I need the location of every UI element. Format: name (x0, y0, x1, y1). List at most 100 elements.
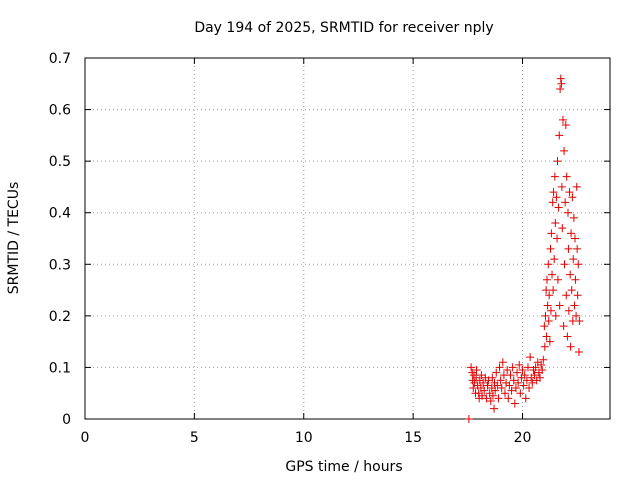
data-point (515, 360, 524, 369)
data-point (464, 415, 473, 423)
data-point (526, 353, 535, 362)
data-point (545, 291, 554, 300)
data-point (553, 157, 562, 166)
data-point (550, 172, 559, 181)
data-point (507, 386, 516, 395)
data-points (464, 74, 584, 423)
data-point (547, 229, 556, 238)
data-point (556, 74, 565, 83)
data-point (574, 347, 583, 356)
data-point (570, 301, 579, 310)
data-point (530, 371, 539, 380)
y-tick-label: 0.3 (49, 257, 71, 273)
data-point (467, 363, 476, 372)
data-point (478, 391, 487, 400)
data-point (538, 366, 547, 375)
data-point (472, 366, 481, 375)
y-tick-label: 0.6 (49, 103, 71, 119)
data-point (520, 371, 529, 380)
data-point (566, 270, 575, 279)
data-point (486, 396, 495, 405)
data-point (505, 381, 514, 390)
data-point (518, 366, 527, 375)
data-point (557, 182, 566, 191)
data-point (498, 358, 507, 367)
data-point (569, 213, 578, 222)
data-point (571, 234, 579, 243)
data-point (510, 399, 519, 408)
data-point (567, 286, 576, 295)
data-point (575, 317, 584, 326)
y-tick-label: 0.2 (49, 309, 71, 325)
data-point (549, 188, 558, 197)
data-point (491, 386, 500, 395)
data-point (554, 203, 563, 212)
data-point (494, 394, 503, 403)
data-point (495, 363, 504, 372)
data-point (558, 224, 567, 233)
data-point (561, 121, 570, 130)
data-point (550, 255, 559, 264)
data-point (566, 342, 575, 351)
plot-frame (84, 57, 611, 420)
data-point (553, 234, 562, 243)
data-point (546, 244, 555, 253)
data-point (549, 286, 558, 295)
data-point (488, 391, 497, 400)
data-point (542, 286, 551, 295)
data-point (561, 198, 570, 207)
data-point (479, 378, 488, 387)
data-point (563, 332, 572, 341)
data-point (558, 115, 567, 124)
x-tick-label: 5 (190, 430, 199, 446)
data-point (544, 317, 553, 326)
data-point (543, 275, 551, 284)
data-point (564, 244, 573, 253)
data-point (528, 378, 537, 387)
data-point (509, 376, 518, 385)
data-point (544, 260, 553, 269)
x-axis-label: GPS time / hours (285, 459, 402, 475)
data-point (540, 322, 549, 331)
x-tick-label: 20 (514, 430, 532, 446)
data-point (501, 389, 509, 398)
data-point (556, 84, 565, 93)
data-point (545, 337, 554, 346)
data-point (543, 301, 552, 310)
data-point (497, 384, 506, 393)
data-point (572, 182, 581, 191)
y-tick-label: 0.1 (49, 360, 71, 376)
data-point (555, 301, 564, 310)
data-point (523, 363, 532, 372)
data-point (536, 373, 544, 382)
data-point (537, 360, 546, 369)
data-point (571, 275, 580, 284)
data-point (564, 208, 572, 217)
data-point (551, 219, 560, 228)
chart-title: Day 194 of 2025, SRMTID for receiver npl… (194, 20, 493, 36)
data-point (552, 193, 561, 202)
data-point (496, 376, 505, 385)
data-point (525, 384, 534, 393)
y-tick-label: 0.4 (49, 206, 71, 222)
data-point (573, 291, 582, 300)
y-axis-label: SRMTID / TECUs (6, 182, 22, 295)
data-point (506, 371, 515, 380)
data-point (493, 381, 502, 390)
data-point (508, 363, 517, 372)
data-point (480, 386, 489, 395)
data-point (514, 378, 523, 387)
data-point (513, 368, 522, 377)
data-point (522, 376, 531, 385)
data-point (562, 291, 571, 300)
data-point (573, 244, 582, 253)
data-point (503, 366, 512, 375)
y-tick-label: 0.7 (49, 51, 71, 67)
axis-ticks: 0 5 10 15 20 0 0.1 0.2 0.3 0.4 0.5 0.6 0.7 (49, 51, 610, 446)
data-point (483, 381, 492, 390)
data-point (488, 373, 497, 382)
data-point (540, 342, 549, 351)
data-point (551, 311, 560, 320)
x-tick-label: 0 (81, 430, 90, 446)
data-point (511, 384, 520, 393)
